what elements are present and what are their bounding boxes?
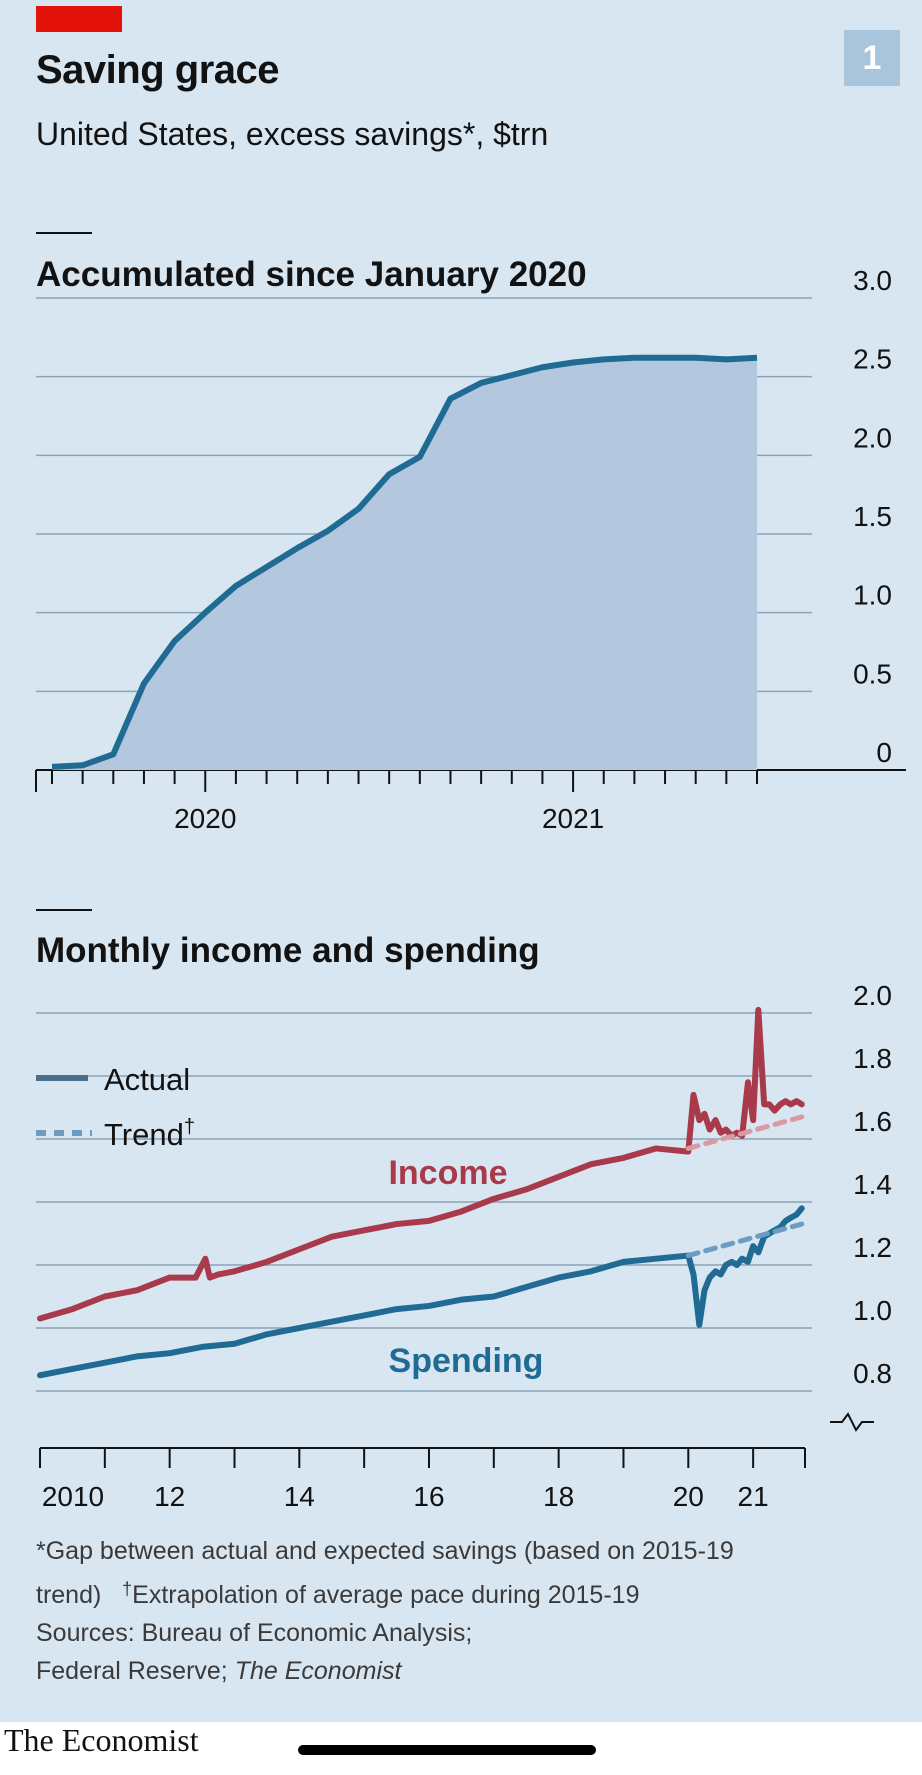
income-spending-panel: Monthly income and spending 2.0 1.8 1.6 1.4… [36,909,892,1512]
legend-actual-label: Actual [104,1062,190,1097]
footnote-extrapolation-note: Extrapolation of average pace during 201… [132,1581,640,1609]
accumulated-y-tick-labels: 3.0 2.5 2.0 1.5 1.0 0.5 0 [853,265,892,768]
footnote: *Gap between actual and expected savings… [36,1532,896,1690]
accumulated-panel: Accumulated since January 2020 3.0 2.5 2.0… [35,232,906,834]
x-tick-label: 21 [738,1481,769,1512]
income-spending-y-tick-labels: 2.0 1.8 1.6 1.4 1.2 1.0 0.8 [853,980,892,1389]
legend-trend-label: Trend [104,1117,184,1152]
y-tick-label: 1.8 [853,1043,892,1074]
chart-title: Saving grace [36,48,280,92]
brand-red-tag [36,6,122,32]
accumulated-x-axis: 2020 2021 [35,770,758,834]
chart-number-badge: 1 [844,30,900,86]
y-tick-label: 2.0 [853,422,892,453]
footnote-sources-line-2: Federal Reserve; The Economist [36,1652,896,1690]
accumulated-plot [51,354,758,770]
publisher-logo: The Economist [4,1722,199,1758]
y-tick-label: 1.6 [853,1106,892,1137]
footnote-line-2: trend) †Extrapolation of average pace du… [36,1570,896,1614]
x-tick-label: 18 [543,1481,574,1512]
x-tick-label: 2020 [174,803,236,834]
y-tick-label: 1.2 [853,1232,892,1263]
legend: Actual Trend† [36,1062,195,1152]
home-indicator-bar[interactable] [298,1745,596,1755]
accumulated-area [52,357,757,770]
y-tick-label: 1.0 [853,1295,892,1326]
income-trend-line [685,1114,805,1151]
footnote-dagger: † [122,1579,133,1599]
x-tick-label: 20 [673,1481,704,1512]
chart-card: Saving grace United States, excess savin… [0,0,922,1722]
charts-canvas: Accumulated since January 2020 3.0 2.5 2.0… [35,232,906,1512]
chart-subtitle: United States, excess savings*, $trn [36,116,549,152]
income-spending-panel-title: Monthly income and spending [36,931,540,970]
x-tick-label: 16 [413,1481,444,1512]
spending-trend-line [685,1221,805,1259]
footnote-line-1: *Gap between actual and expected savings… [36,1537,734,1565]
y-tick-label: 1.0 [853,580,892,611]
y-tick-label: 1.4 [853,1169,892,1200]
y-tick-label: 2.5 [853,344,892,375]
income-spending-x-axis: 2010 12 14 16 18 20 21 [39,1447,806,1512]
y-tick-label: 1.5 [853,501,892,532]
income-spending-plot [37,1006,805,1379]
panel-title-rule [36,909,92,911]
accumulated-panel-title: Accumulated since January 2020 [36,255,587,294]
legend-trend-dagger: † [184,1116,195,1138]
footnote-source-fed: Federal Reserve; [36,1657,235,1685]
y-tick-label: 3.0 [853,265,892,296]
panel-title-rule [36,232,92,234]
axis-break-icon [830,1412,874,1432]
y-tick-label: 2.0 [853,980,892,1011]
legend-trend-label-group: Trend† [104,1116,195,1152]
y-tick-label: 0 [876,737,892,768]
income-spending-gridlines [36,1012,812,1392]
income-line [37,1006,805,1322]
footnote-trend-note: trend) [36,1581,102,1609]
y-tick-label: 0.8 [853,1358,892,1389]
y-tick-label: 0.5 [853,658,892,689]
income-series-label: Income [388,1154,507,1192]
x-tick-label: 2021 [542,803,604,834]
x-tick-label: 2010 [42,1481,104,1512]
x-tick-label: 12 [154,1481,185,1512]
footnote-source-economist: The Economist [234,1657,402,1685]
x-tick-label: 14 [284,1481,315,1512]
spending-series-label: Spending [389,1342,544,1380]
accumulated-line [51,354,758,770]
footnote-sources-line-1: Sources: Bureau of Economic Analysis; [36,1619,473,1647]
